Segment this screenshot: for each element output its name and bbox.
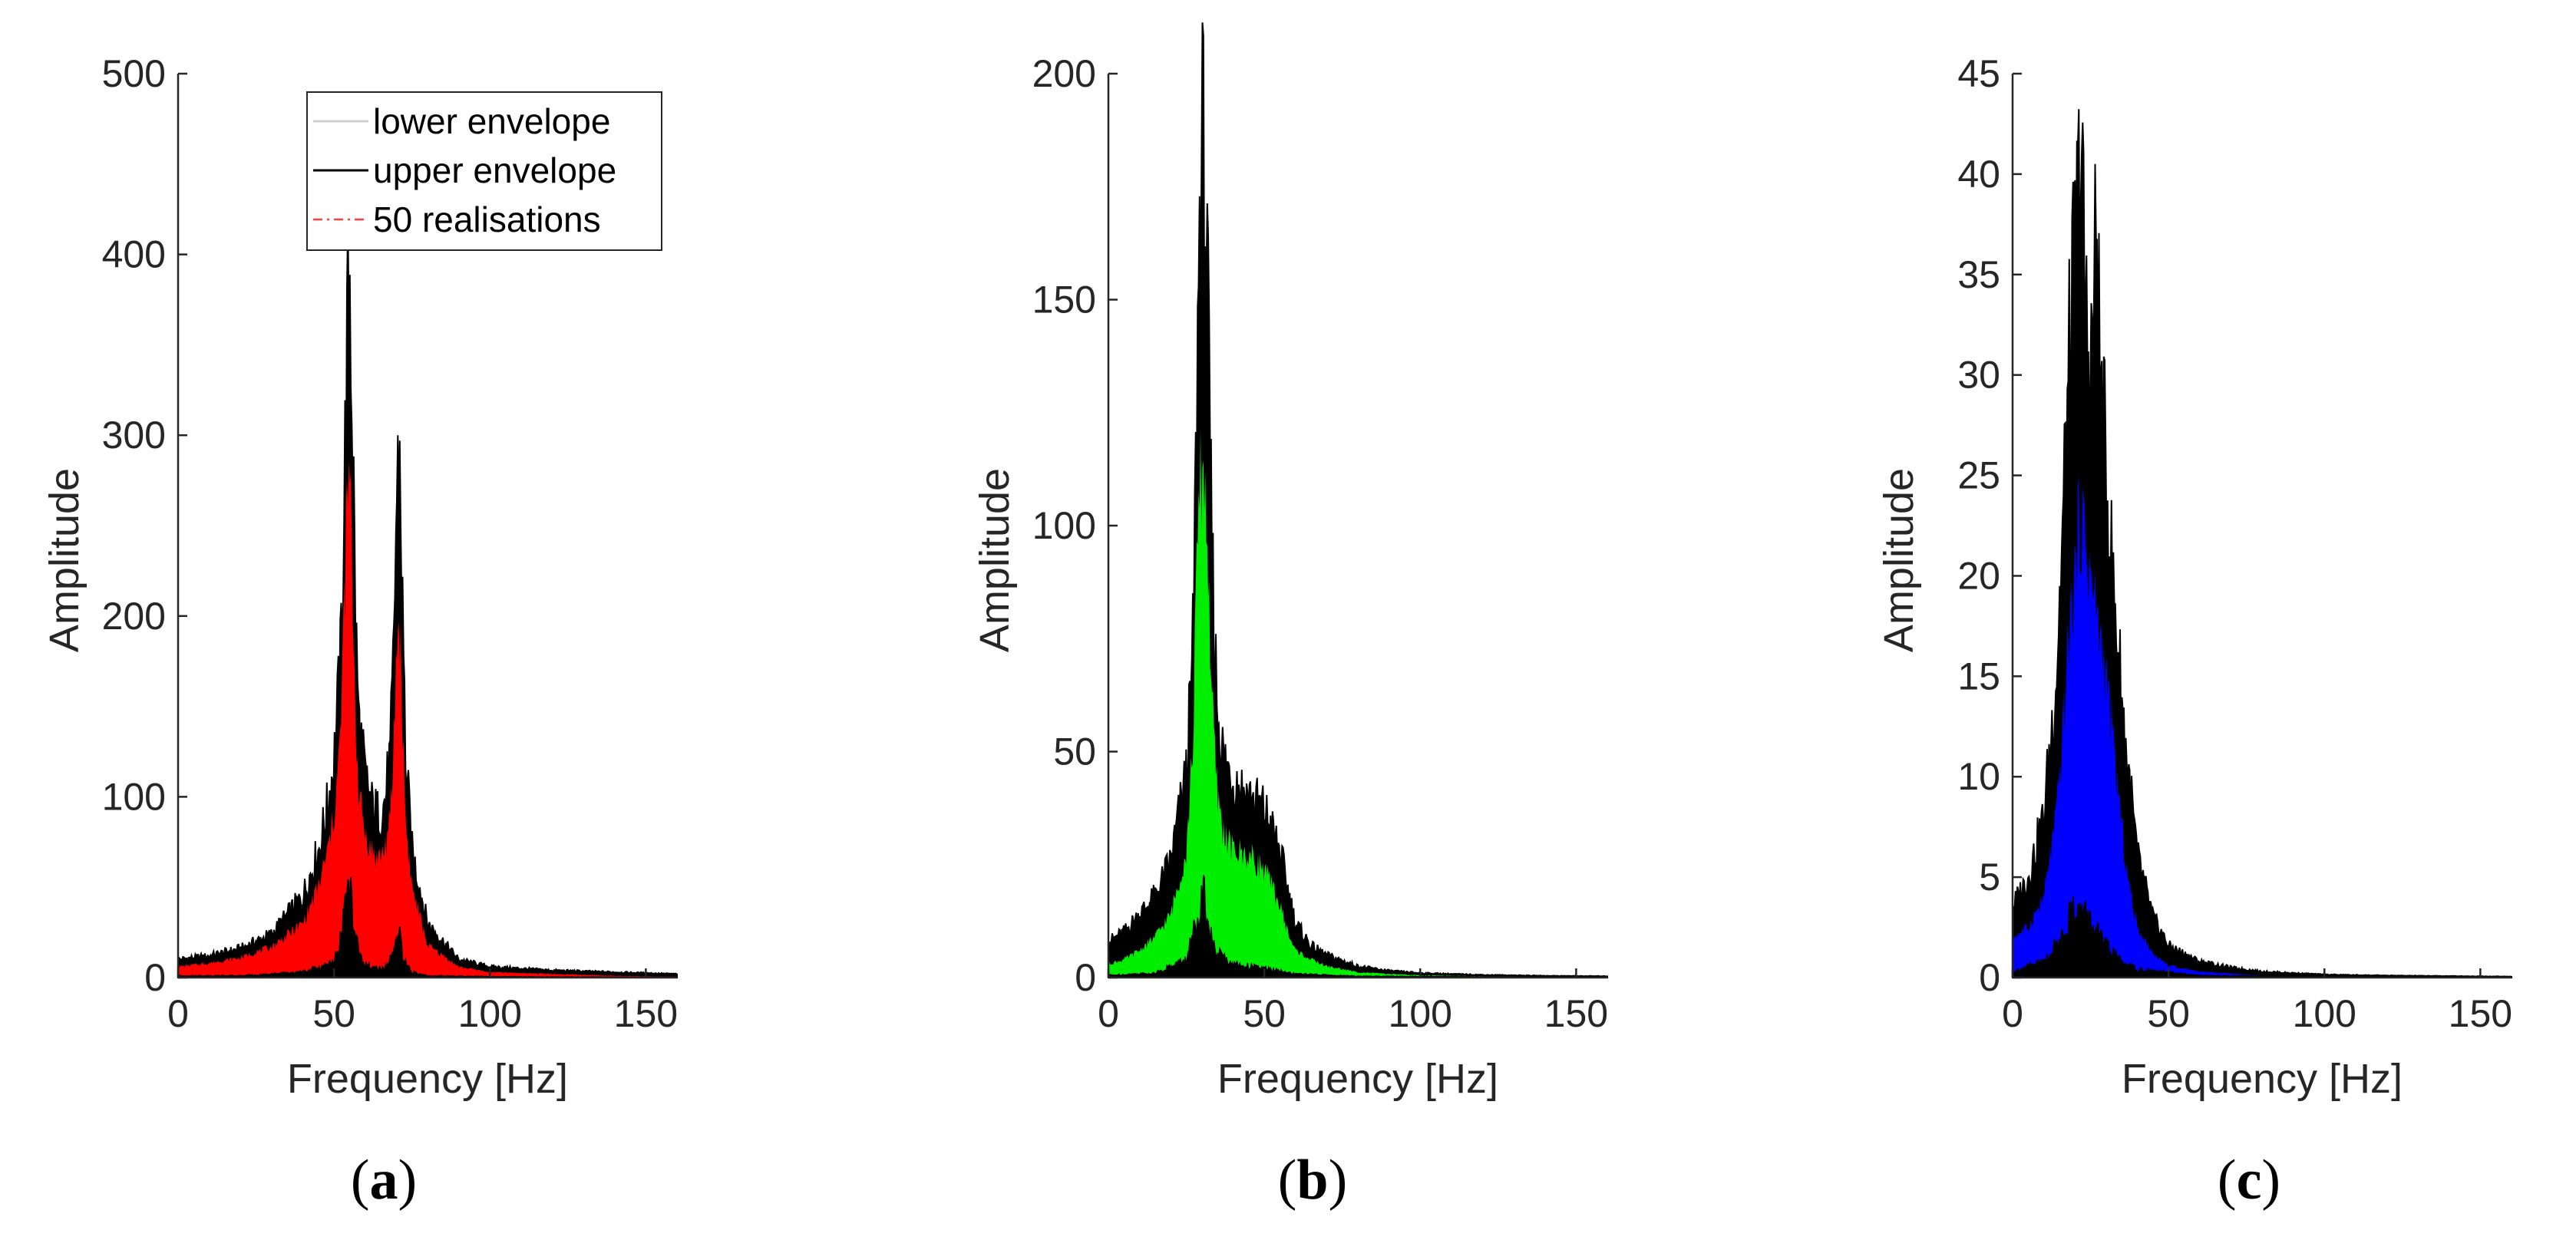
y-tick-label: 20 — [1957, 554, 2000, 597]
y-tick-label: 35 — [1957, 253, 2000, 296]
caption-close: ) — [2261, 1149, 2280, 1212]
x-tick-label: 100 — [2293, 992, 2356, 1035]
y-tick-label: 25 — [1957, 454, 2000, 497]
panel-caption: (a) — [351, 1149, 417, 1212]
caption-close: ) — [398, 1149, 418, 1212]
y-tick-label: 150 — [1032, 279, 1096, 322]
panel-caption: (b) — [1278, 1149, 1347, 1212]
x-tick-label: 0 — [1098, 992, 1119, 1035]
panel-caption: (c) — [2218, 1149, 2280, 1212]
y-axis-label: Amplitude — [972, 468, 1018, 652]
caption-open: ( — [351, 1149, 370, 1212]
y-tick-label: 200 — [1032, 52, 1096, 95]
legend-entry-label: 50 realisations — [373, 200, 601, 239]
realisations-series — [2013, 475, 2512, 978]
x-tick-label: 0 — [167, 992, 189, 1035]
x-axis-label: Frequency [Hz] — [2122, 1056, 2403, 1102]
y-tick-label: 45 — [1957, 52, 2000, 95]
y-tick-label: 500 — [102, 52, 166, 95]
y-tick-label: 0 — [144, 956, 166, 999]
caption-letter: b — [1296, 1149, 1328, 1212]
y-tick-label: 15 — [1957, 655, 2000, 698]
chart-panel-c: 0 5 10 15 20 25 30 35 40 45 0 50 100 150 Frequency [Hz… — [1876, 52, 2512, 1212]
legend-entry-label: upper envelope — [373, 150, 616, 190]
y-tick-label: 10 — [1957, 755, 2000, 798]
y-tick-label: 0 — [1979, 956, 2000, 999]
legend: lower envelope upper envelope 50 realisati… — [306, 91, 662, 251]
x-tick-label: 150 — [614, 992, 678, 1035]
x-tick-label: 0 — [2002, 992, 2023, 1035]
legend-entry-label: lower envelope — [373, 101, 610, 141]
y-tick-label: 0 — [1075, 956, 1096, 999]
y-tick-label: 30 — [1957, 354, 2000, 397]
y-tick-label: 40 — [1957, 153, 2000, 196]
caption-close: ) — [1329, 1149, 1348, 1212]
realisations-series — [1108, 428, 1607, 978]
x-tick-label: 100 — [1389, 992, 1452, 1035]
caption-letter: c — [2237, 1149, 2262, 1212]
y-tick-label: 50 — [1053, 730, 1096, 773]
y-tick-label: 400 — [102, 233, 166, 276]
y-tick-label: 5 — [1979, 856, 2000, 899]
y-axis-label: Amplitude — [1876, 468, 1922, 652]
y-tick-label: 300 — [102, 414, 166, 457]
x-tick-label: 150 — [1544, 992, 1608, 1035]
x-tick-label: 50 — [1243, 992, 1286, 1035]
y-axis-label: Amplitude — [41, 468, 88, 652]
x-tick-label: 50 — [2147, 992, 2190, 1035]
upper-envelope-series — [177, 222, 678, 978]
caption-open: ( — [2218, 1149, 2237, 1212]
x-axis-label: Frequency [Hz] — [287, 1056, 568, 1102]
y-tick-label: 200 — [102, 595, 166, 638]
x-axis-label: Frequency [Hz] — [1217, 1056, 1498, 1102]
y-tick-label: 100 — [102, 775, 166, 818]
caption-letter: a — [370, 1149, 398, 1212]
chart-panel-b: 0 50 100 150 200 0 50 100 150 Frequency [Hz] Ampli… — [972, 22, 1608, 1212]
y-tick-label: 100 — [1032, 504, 1096, 547]
x-tick-label: 50 — [312, 992, 355, 1035]
x-tick-label: 100 — [458, 992, 522, 1035]
upper-envelope-series — [1108, 22, 1608, 978]
caption-open: ( — [1278, 1149, 1297, 1212]
realisations-series — [178, 461, 677, 978]
chart-panel-a: 0 100 200 300 400 500 0 50 100 150 Frequency [Hz] A… — [41, 52, 678, 1212]
x-tick-label: 150 — [2449, 992, 2512, 1035]
